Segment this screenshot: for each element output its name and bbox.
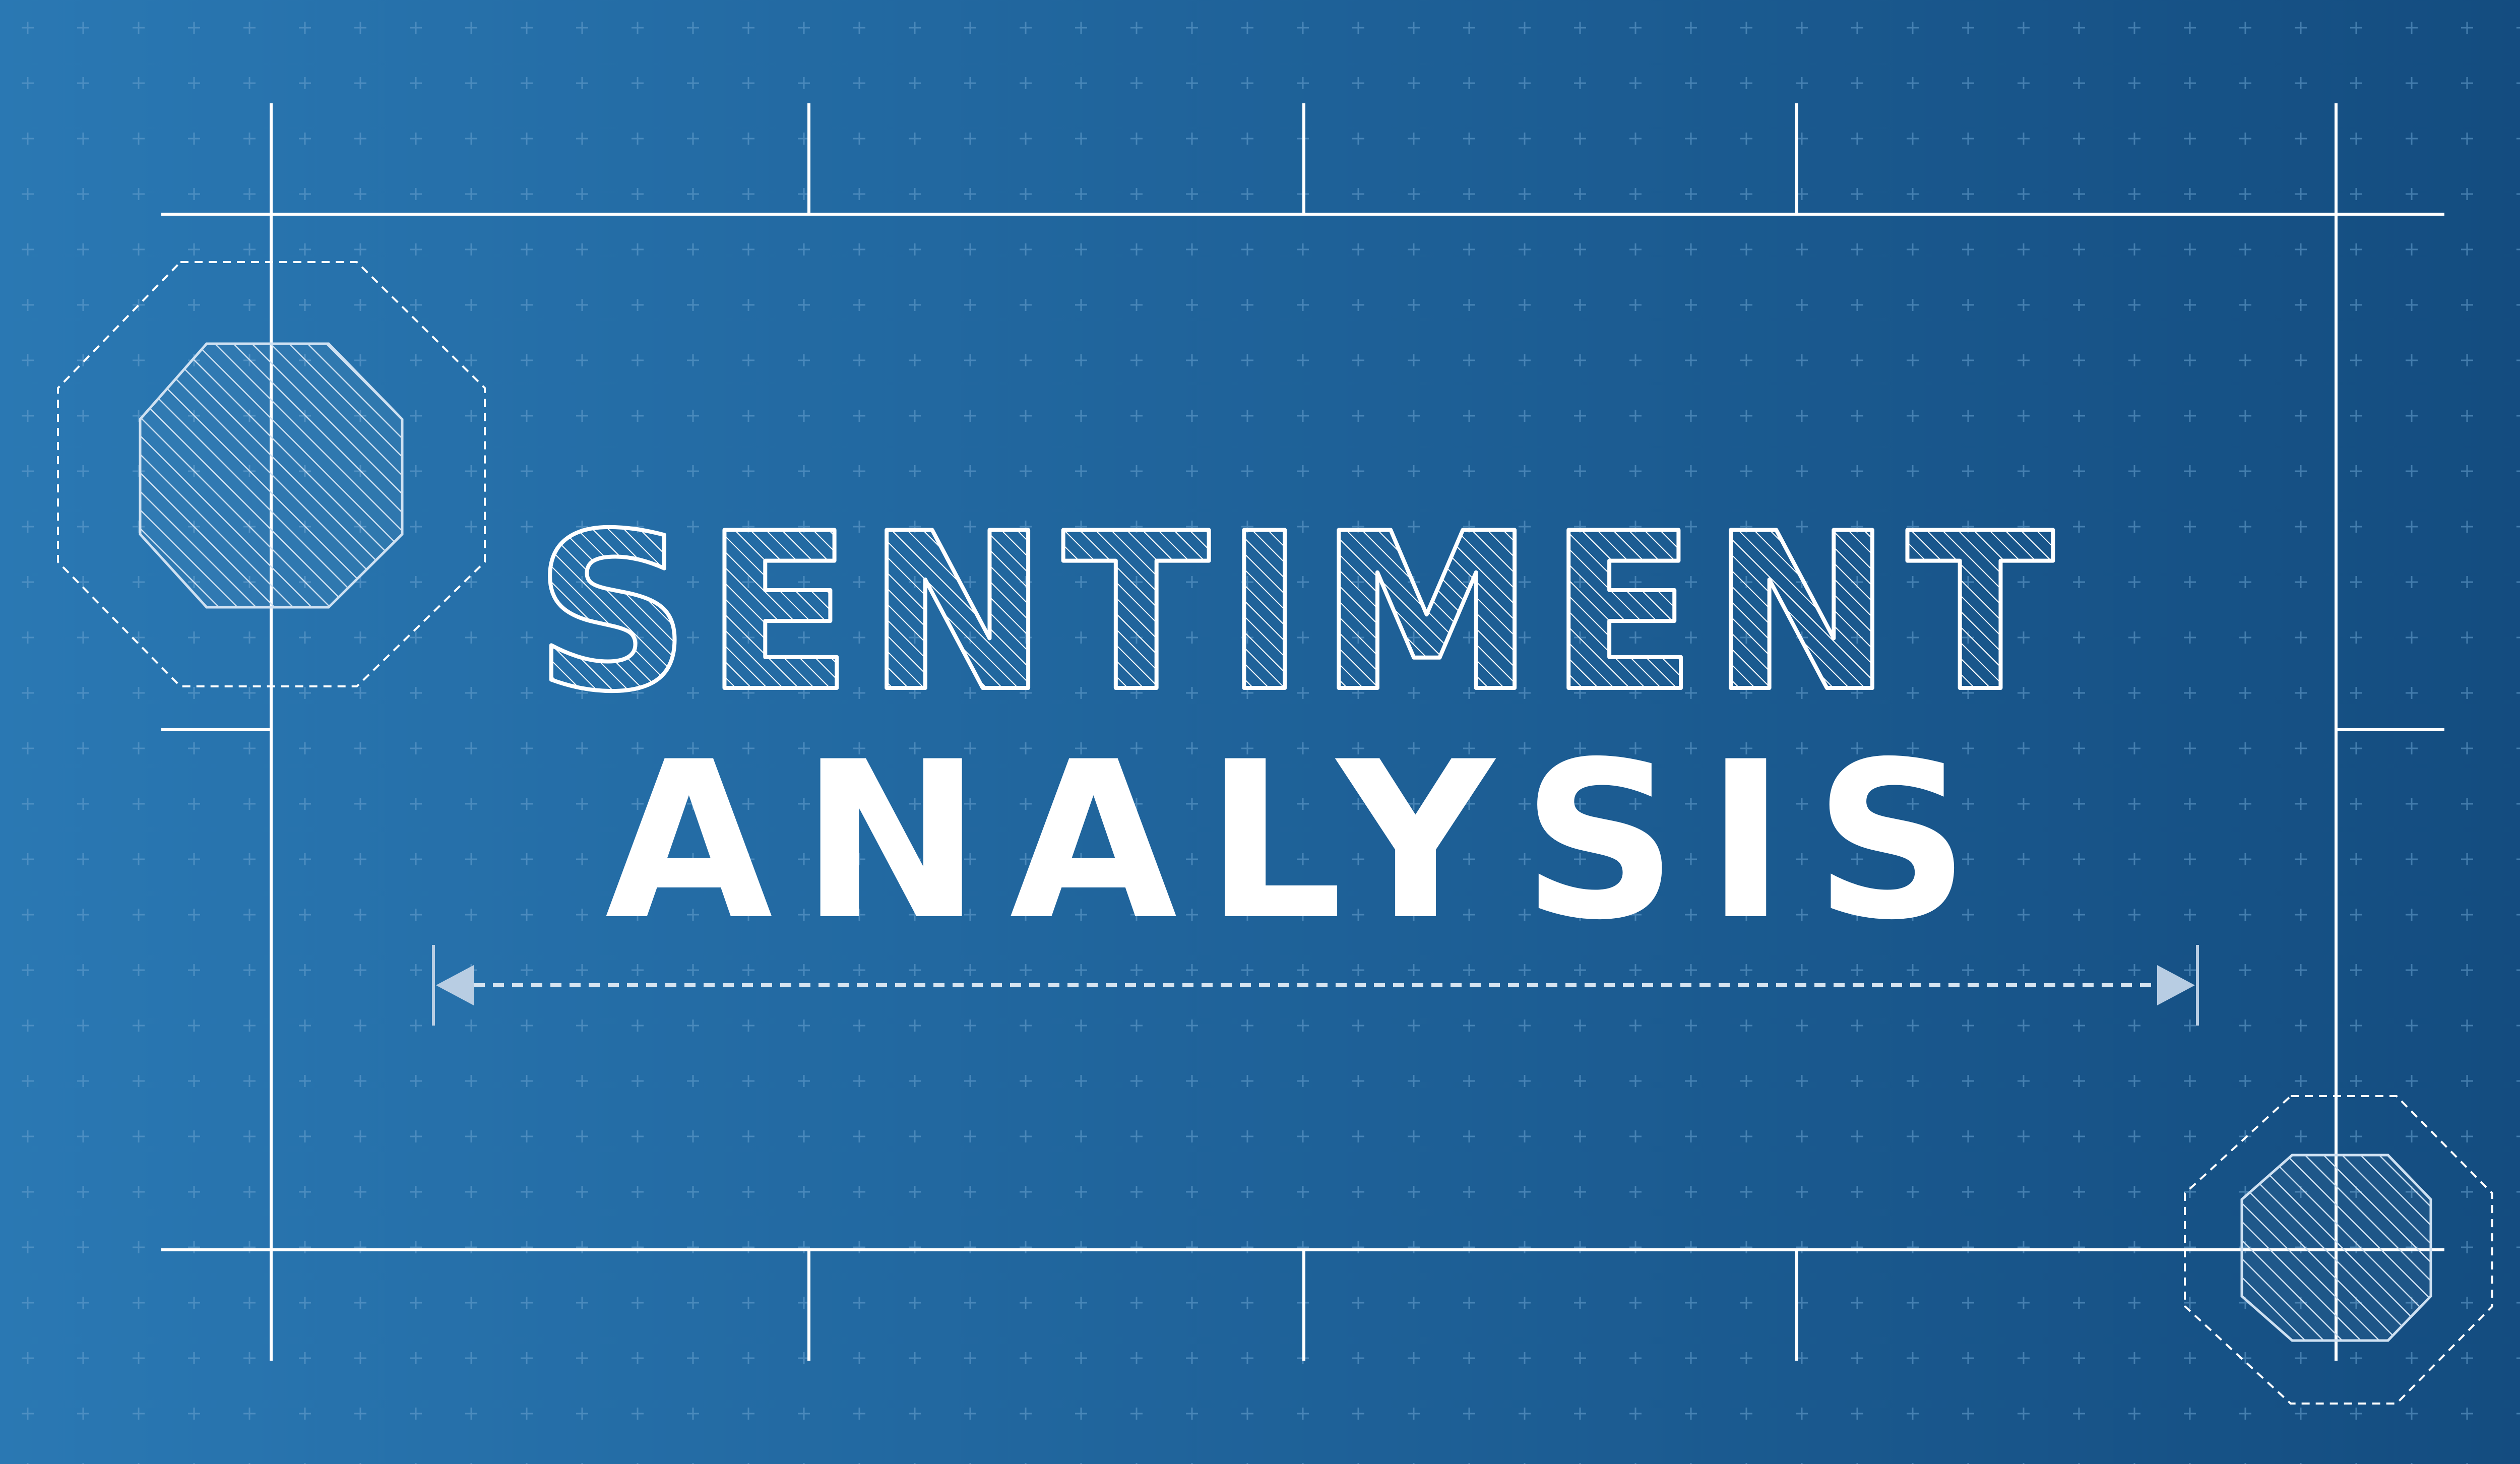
left-octagon-dashed xyxy=(57,261,486,687)
left-octagon-hatched xyxy=(139,342,404,609)
right-octagon-hatched xyxy=(2240,1154,2432,1342)
left-arrow-icon xyxy=(436,965,474,1005)
dimension-line xyxy=(432,945,2199,1026)
right-arrow-icon xyxy=(2157,965,2195,1005)
right-octagon-decoration xyxy=(2184,1095,2493,1405)
headline-line2: ANALYSIS xyxy=(605,716,1997,968)
headline-line1: SENTIMENT xyxy=(534,487,2068,739)
frame-lines xyxy=(161,103,2444,1361)
left-octagon-decoration xyxy=(57,261,486,687)
